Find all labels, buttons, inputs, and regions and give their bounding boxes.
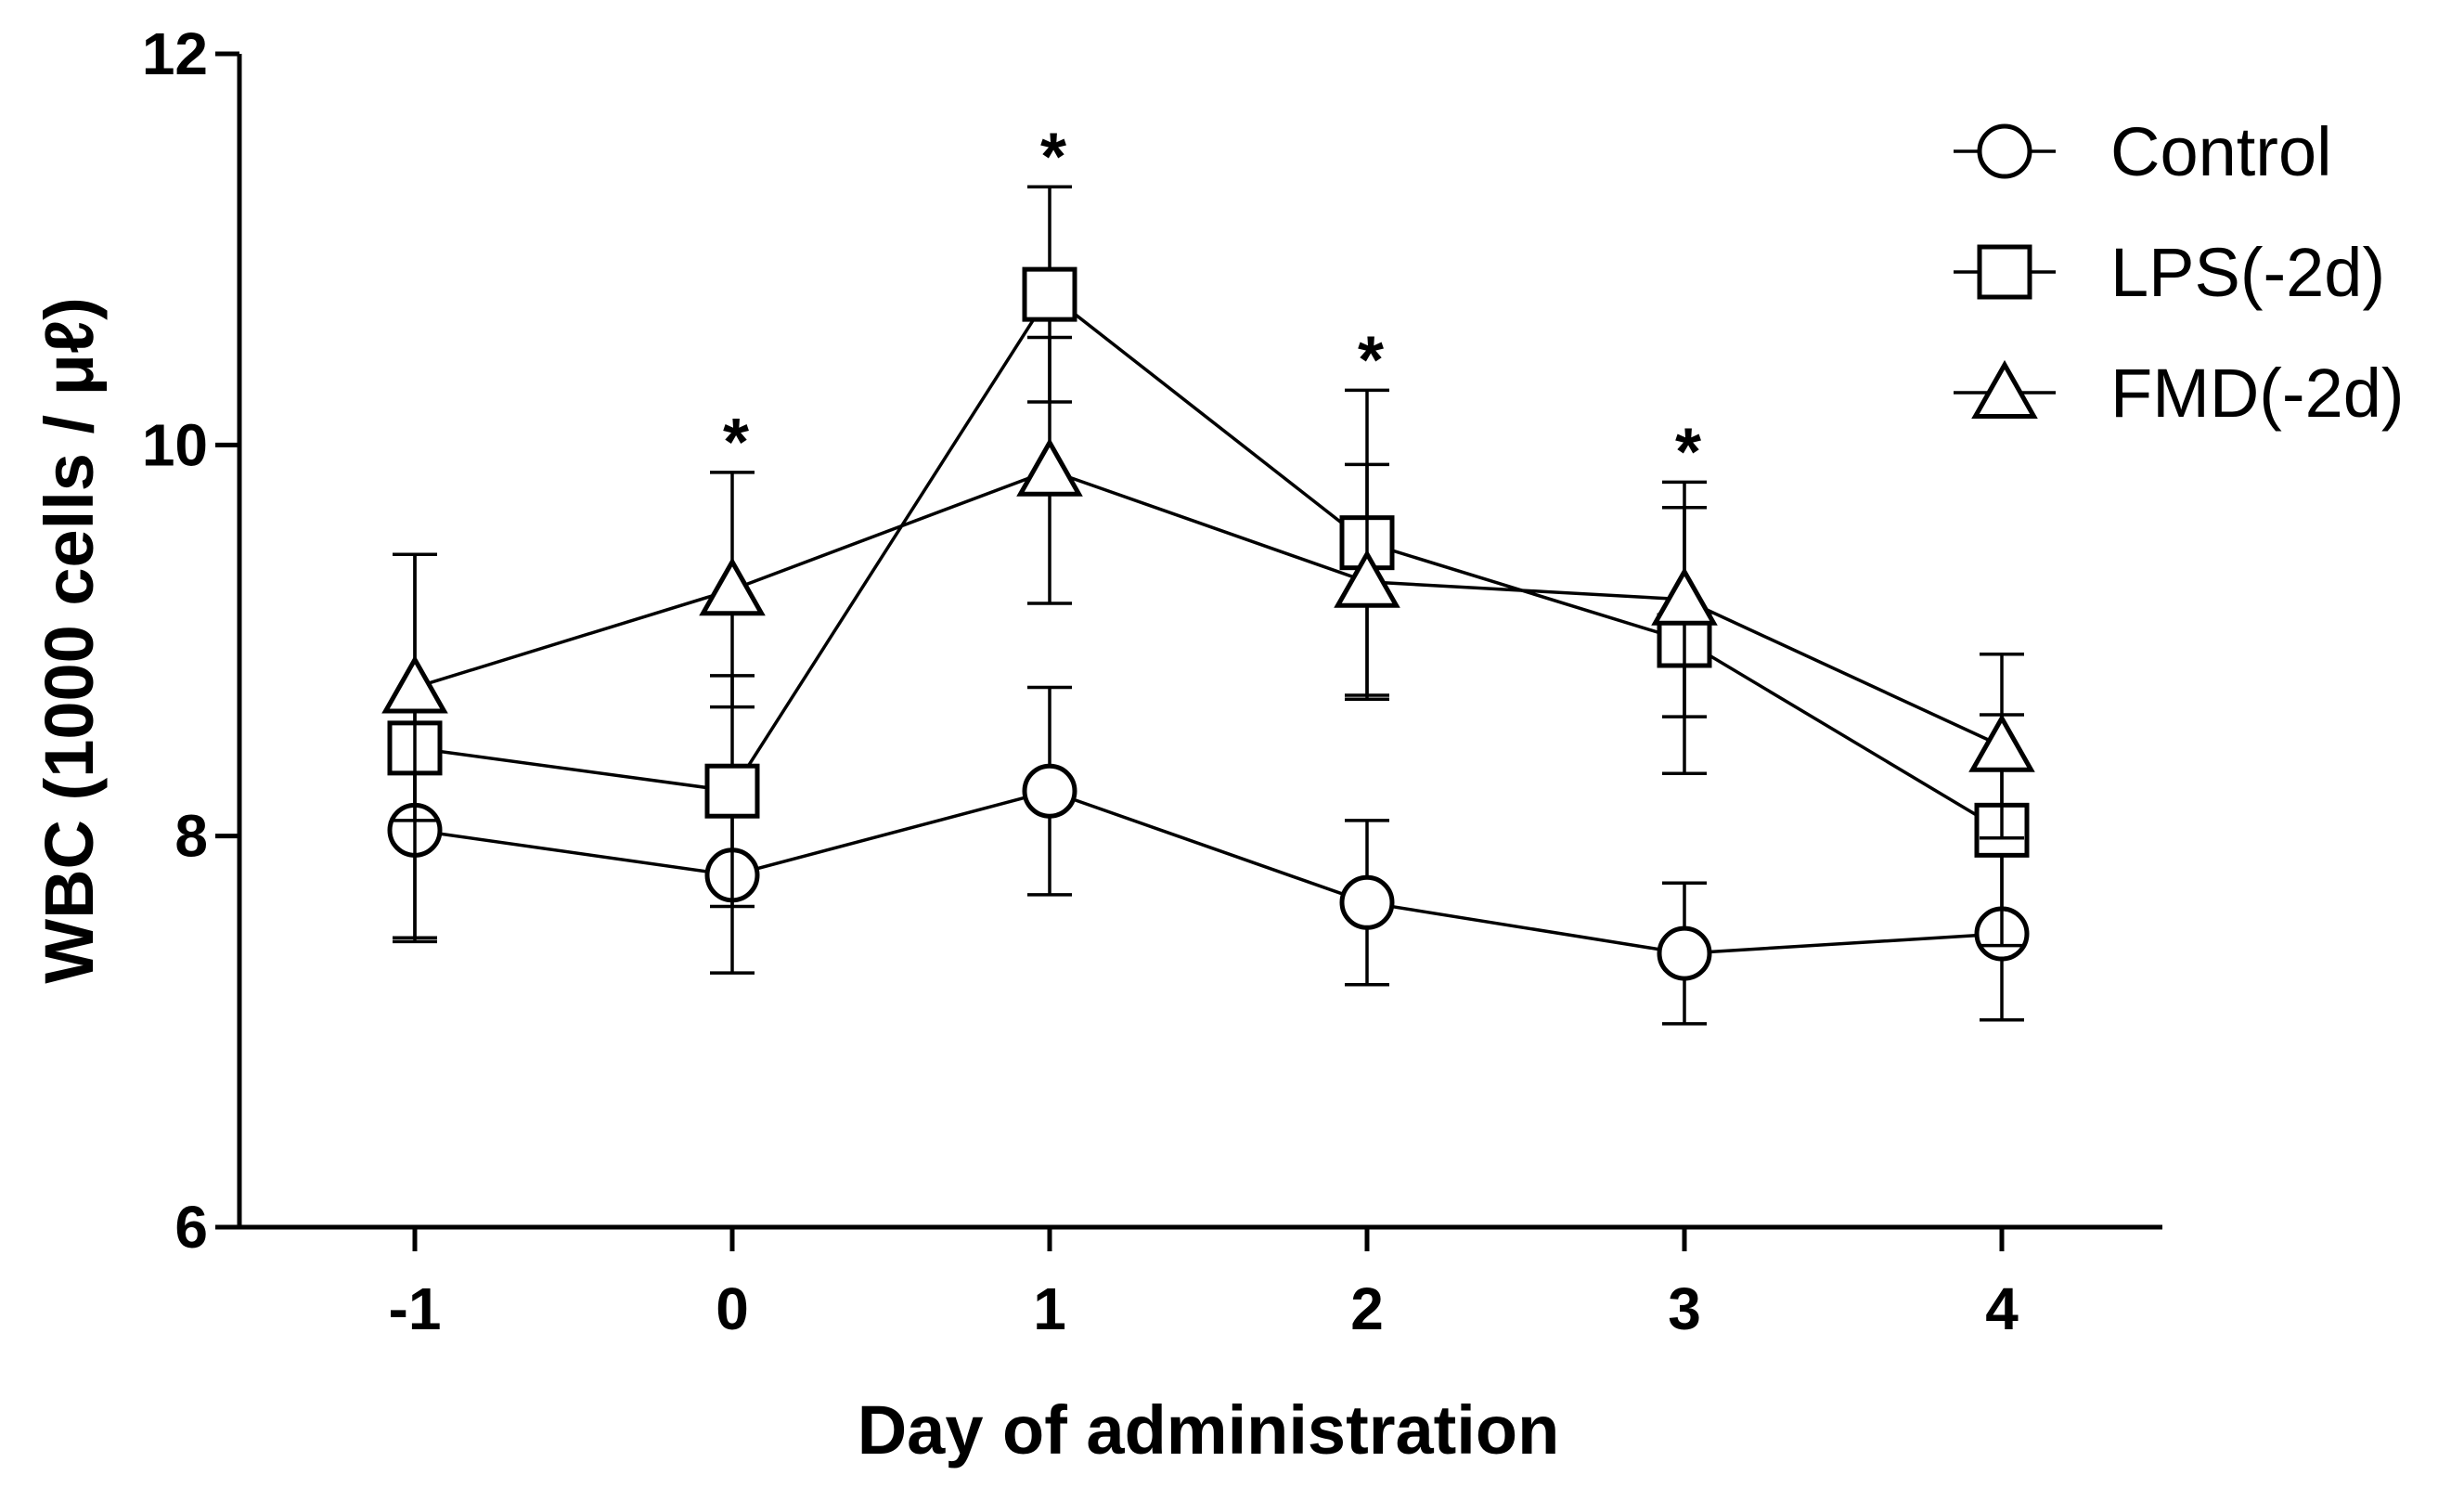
data-point-circle [1339, 874, 1395, 930]
series-fmd-2d- [381, 335, 2035, 840]
legend-label: Control [2110, 113, 2332, 190]
x-tick-label: 0 [716, 1275, 749, 1342]
series-lps-2d- [387, 185, 2030, 948]
legend-item: FMD(-2d) [1954, 355, 2405, 432]
series-control [387, 685, 2030, 1026]
data-point-circle [1022, 763, 1077, 819]
legend-label: FMD(-2d) [2110, 355, 2405, 432]
series-line [414, 789, 2003, 955]
data-point-triangle [381, 654, 448, 714]
significance-star: * [723, 406, 749, 480]
data-point-circle [1657, 925, 1712, 981]
data-point-triangle [1651, 566, 1718, 626]
significance-star: * [1358, 323, 1384, 397]
legend-label: LPS(-2d) [2110, 234, 2385, 311]
legend-marker-circle [1977, 123, 2032, 179]
significance-star: * [1675, 415, 1701, 489]
data-point-triangle [699, 557, 766, 616]
data-point-triangle [1968, 713, 2035, 772]
x-tick-label: 2 [1350, 1275, 1384, 1342]
x-ticks: -1 0 1 2 3 4 [389, 1227, 2019, 1342]
x-tick-label: 1 [1033, 1275, 1066, 1342]
x-axis-title: Day of administration [858, 1391, 1560, 1469]
significance-star: * [1040, 120, 1066, 194]
data-point-square [704, 763, 760, 819]
y-axis: 6 8 10 12 [142, 20, 242, 1261]
series-line [414, 291, 2003, 832]
y-tick-label: 6 [174, 1194, 208, 1261]
legend-marker-triangle [1971, 359, 2038, 419]
legend-item: LPS(-2d) [1954, 234, 2385, 311]
x-axis: -1 0 1 2 3 4 [238, 1224, 2162, 1342]
x-tick-label: 4 [1985, 1275, 2019, 1342]
y-tick-label: 8 [174, 803, 208, 870]
y-ticks: 6 8 10 12 [142, 20, 239, 1261]
data-point-square [1022, 266, 1077, 322]
legend-item: Control [1954, 113, 2332, 190]
series-line [414, 468, 2003, 748]
data-point-triangle [1016, 437, 1083, 497]
series-layer [381, 185, 2035, 1026]
y-axis-title: WBC (1000 cells / μℓ) [31, 297, 108, 983]
x-tick-label: 3 [1668, 1275, 1701, 1342]
significance-markers: * * * * [723, 120, 1701, 489]
x-tick-label: -1 [389, 1275, 442, 1342]
y-tick-label: 10 [142, 411, 208, 478]
legend: Control LPS(-2d) FMD(-2d) [1954, 113, 2405, 432]
data-point-triangle [1334, 549, 1400, 608]
y-tick-label: 12 [142, 20, 208, 87]
legend-marker-square [1977, 244, 2032, 300]
